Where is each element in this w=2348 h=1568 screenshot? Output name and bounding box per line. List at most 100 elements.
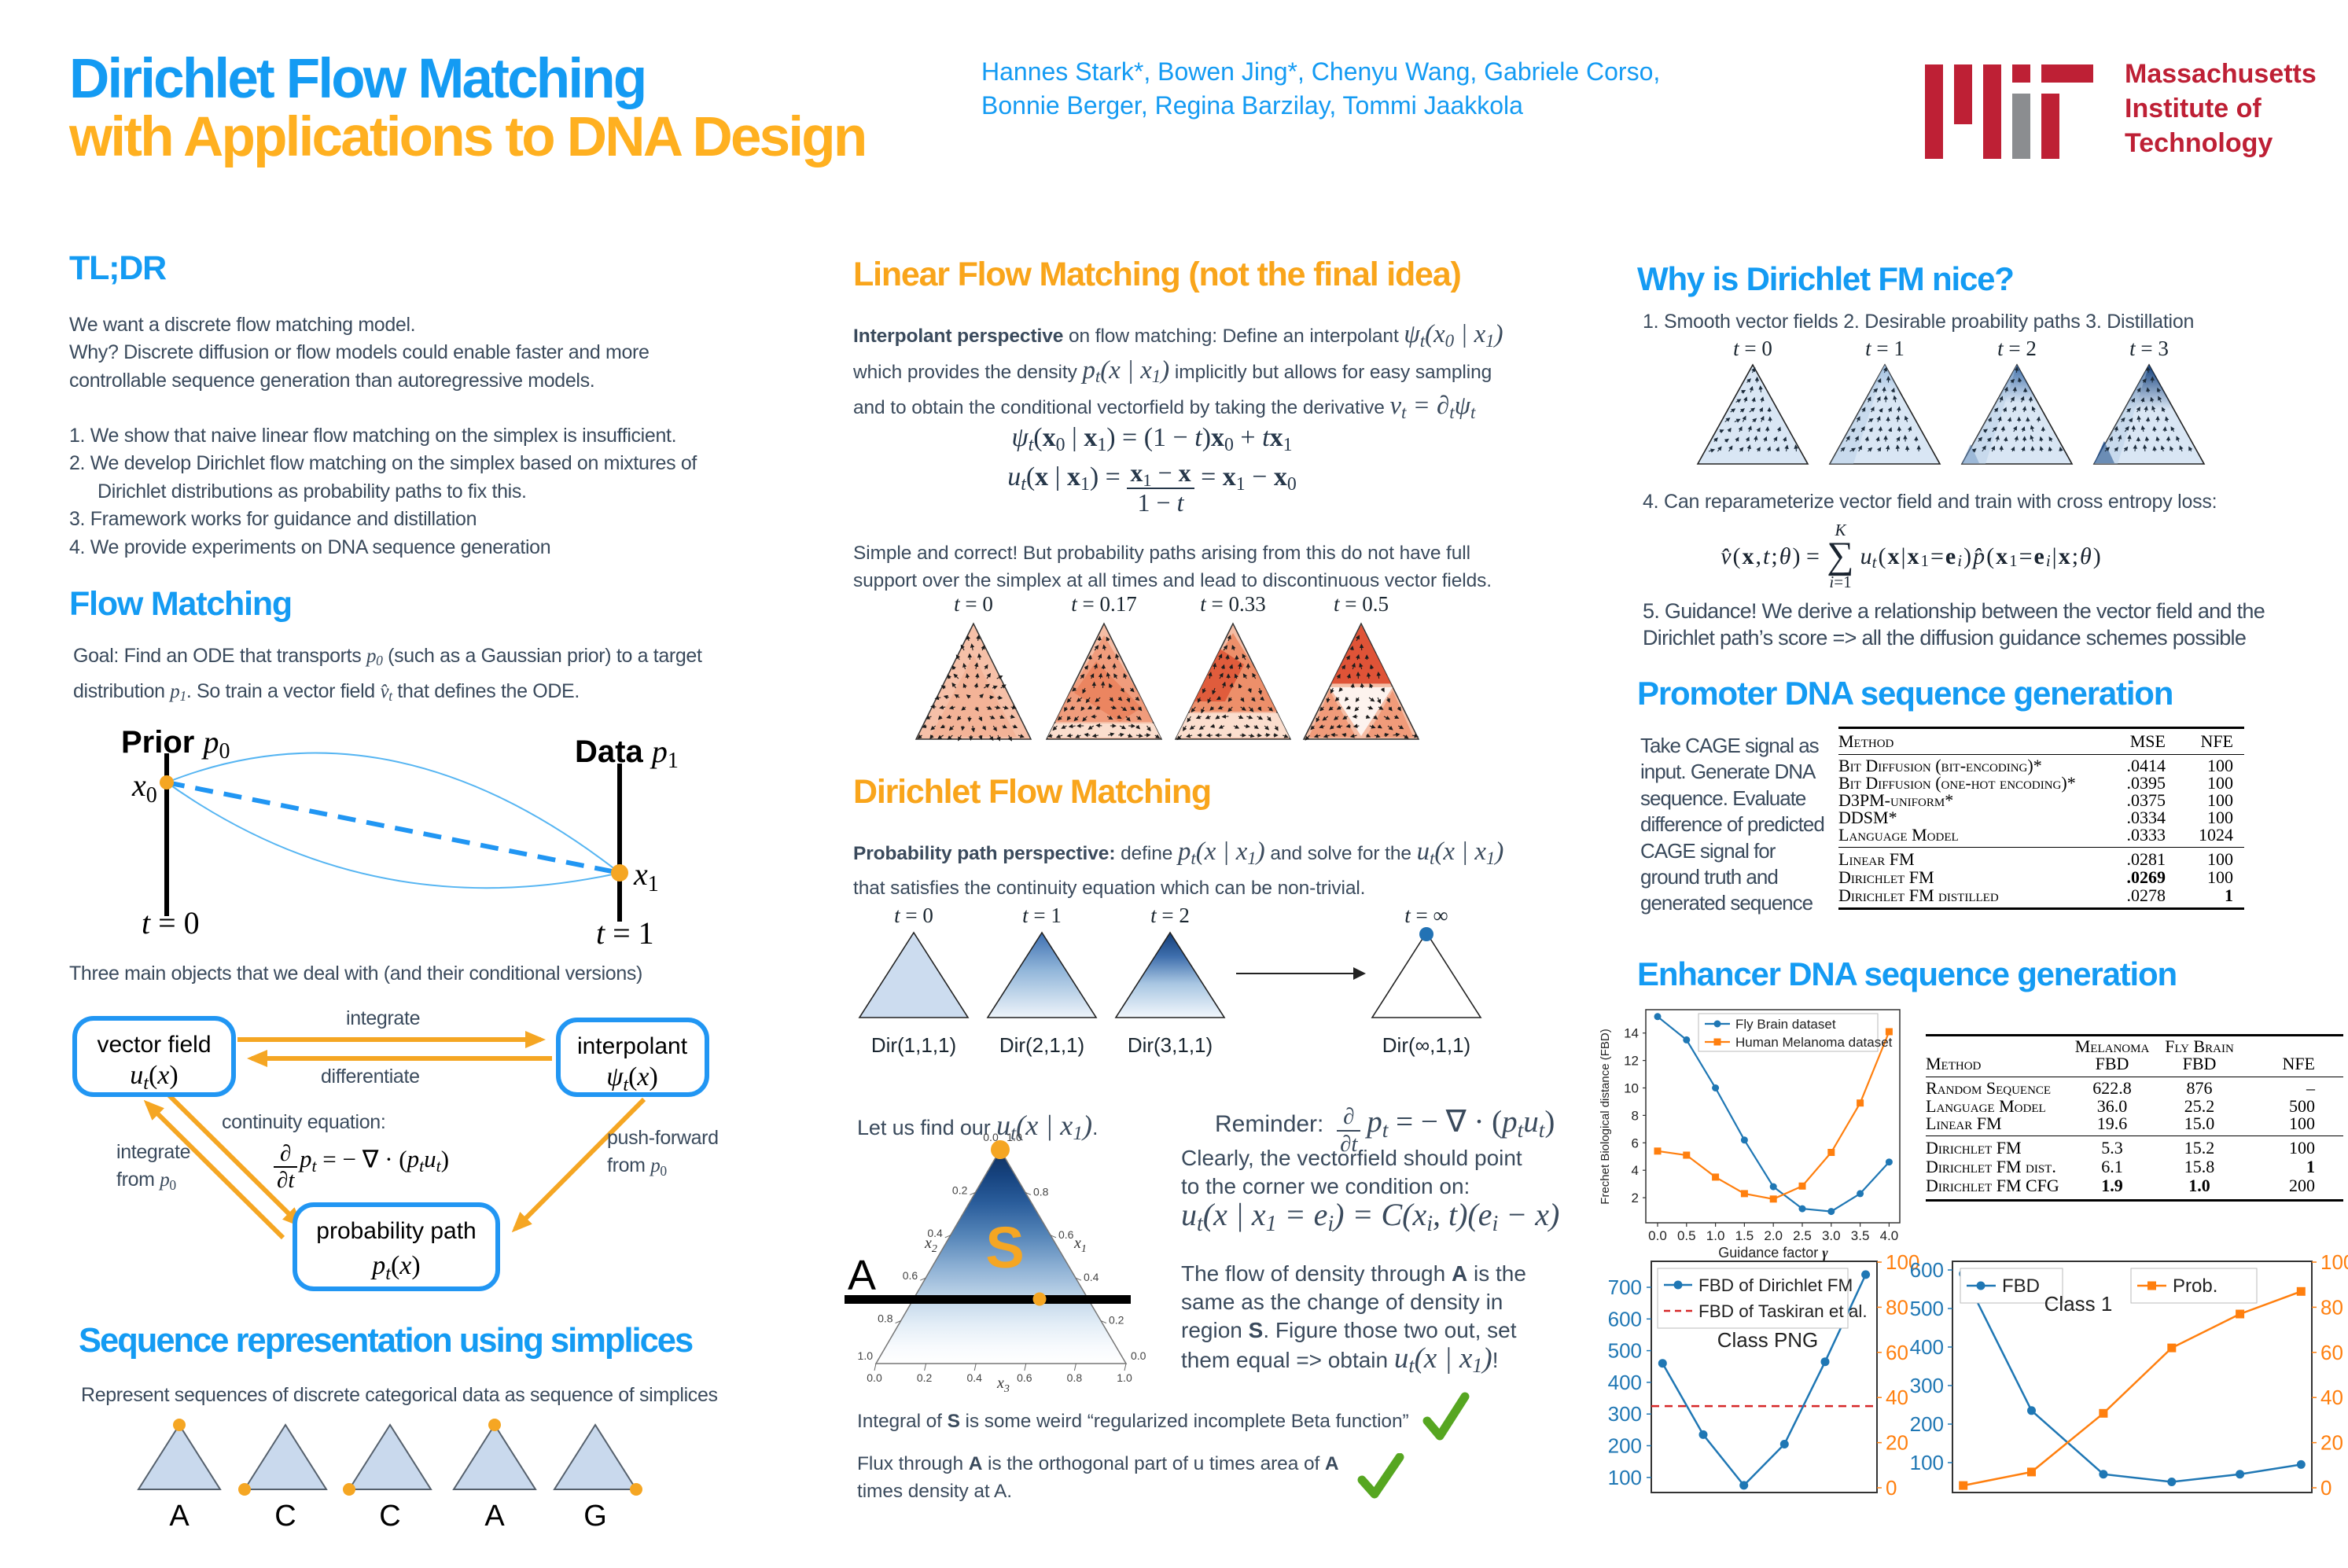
svg-text:1.5: 1.5 xyxy=(1735,1228,1754,1243)
svg-text:Class PNG: Class PNG xyxy=(1717,1328,1819,1352)
svg-text:0: 0 xyxy=(2320,1476,2331,1500)
svg-text:t = 2: t = 2 xyxy=(1997,337,2037,360)
svg-text:0.6: 0.6 xyxy=(903,1269,918,1282)
svg-text:t = 0: t = 0 xyxy=(1733,337,1772,360)
svg-text:0.0: 0.0 xyxy=(867,1371,882,1384)
svg-text:ut(x): ut(x) xyxy=(130,1061,178,1094)
svg-text:3.0: 3.0 xyxy=(1822,1228,1841,1243)
svg-text:FBD of Dirichlet FM: FBD of Dirichlet FM xyxy=(1698,1275,1853,1295)
svg-text:0.8: 0.8 xyxy=(1067,1371,1083,1384)
svg-text:20: 20 xyxy=(2320,1431,2343,1455)
svg-text:C: C xyxy=(379,1500,400,1533)
svg-text:Frechet Biological distance (F: Frechet Biological distance (FBD) xyxy=(1599,1029,1612,1204)
svg-text:t = 1: t = 1 xyxy=(1022,904,1062,927)
svg-text:t = 0.33: t = 0.33 xyxy=(1200,592,1266,616)
svg-text:A: A xyxy=(484,1500,505,1533)
svg-text:2.5: 2.5 xyxy=(1793,1228,1812,1243)
svg-text:0.4: 0.4 xyxy=(966,1371,982,1384)
svg-text:A: A xyxy=(848,1252,876,1299)
svg-text:0.2: 0.2 xyxy=(1109,1314,1124,1327)
svg-text:700: 700 xyxy=(1608,1275,1642,1299)
svg-text:8: 8 xyxy=(1632,1108,1639,1123)
svg-text:100: 100 xyxy=(1608,1466,1642,1489)
svg-text:interpolant: interpolant xyxy=(577,1033,688,1059)
svg-text:4: 4 xyxy=(1632,1163,1639,1178)
svg-text:500: 500 xyxy=(1910,1297,1944,1320)
svg-text:1.0: 1.0 xyxy=(1706,1228,1725,1243)
svg-text:Prob.: Prob. xyxy=(2173,1275,2217,1297)
svg-text:100: 100 xyxy=(1886,1254,1919,1274)
svg-text:600: 600 xyxy=(1608,1307,1642,1331)
svg-text:40: 40 xyxy=(2320,1386,2343,1409)
svg-text:t = 0.17: t = 0.17 xyxy=(1071,592,1137,616)
svg-text:0.8: 0.8 xyxy=(878,1312,893,1325)
svg-text:1.0: 1.0 xyxy=(858,1349,874,1362)
svg-text:4.0: 4.0 xyxy=(1880,1228,1899,1243)
svg-text:G: G xyxy=(583,1500,607,1533)
svg-text:t = 1: t = 1 xyxy=(1865,337,1905,360)
svg-text:t = 3: t = 3 xyxy=(2129,337,2169,360)
svg-text:Dir(1,1,1): Dir(1,1,1) xyxy=(871,1033,956,1057)
svg-text:300: 300 xyxy=(1608,1402,1642,1426)
svg-text:2: 2 xyxy=(1632,1191,1639,1205)
svg-text:Dir(2,1,1): Dir(2,1,1) xyxy=(999,1033,1084,1057)
svg-text:0.0: 0.0 xyxy=(983,1131,999,1143)
svg-text:0.6: 0.6 xyxy=(1017,1371,1032,1384)
svg-text:6: 6 xyxy=(1632,1136,1639,1150)
svg-text:Prior p0: Prior p0 xyxy=(121,724,230,764)
svg-text:0.2: 0.2 xyxy=(952,1183,968,1196)
svg-text:t = 1: t = 1 xyxy=(596,915,654,951)
svg-text:Guidance factor γ: Guidance factor γ xyxy=(1718,1245,1828,1261)
svg-text:0.0: 0.0 xyxy=(1131,1349,1146,1362)
svg-text:100: 100 xyxy=(2320,1254,2348,1274)
svg-text:12: 12 xyxy=(1624,1054,1639,1069)
svg-text:20: 20 xyxy=(1886,1431,1908,1455)
svg-text:x1: x1 xyxy=(1073,1235,1087,1255)
svg-text:x1: x1 xyxy=(633,856,659,896)
svg-text:3.5: 3.5 xyxy=(1851,1228,1870,1243)
svg-text:300: 300 xyxy=(1910,1374,1944,1397)
svg-text:0.4: 0.4 xyxy=(1084,1271,1099,1283)
svg-text:vector field: vector field xyxy=(97,1032,211,1058)
svg-text:t = 2: t = 2 xyxy=(1150,904,1190,927)
svg-text:400: 400 xyxy=(1910,1335,1944,1359)
svg-text:200: 200 xyxy=(1910,1412,1944,1436)
svg-text:pt(x): pt(x) xyxy=(370,1251,420,1284)
svg-text:0.0: 0.0 xyxy=(1648,1228,1667,1243)
svg-text:80: 80 xyxy=(2320,1295,2343,1319)
svg-text:40: 40 xyxy=(1886,1386,1908,1409)
svg-text:Human Melanoma dataset: Human Melanoma dataset xyxy=(1735,1035,1893,1050)
svg-text:t = 0: t = 0 xyxy=(142,905,200,940)
svg-text:S: S xyxy=(985,1215,1024,1280)
svg-text:x0: x0 xyxy=(131,767,157,808)
svg-text:t = 0: t = 0 xyxy=(894,904,933,927)
svg-text:10: 10 xyxy=(1624,1081,1639,1096)
svg-text:FBD: FBD xyxy=(2002,1275,2040,1297)
svg-text:C: C xyxy=(274,1500,296,1533)
svg-text:0.2: 0.2 xyxy=(917,1371,933,1384)
svg-text:Fly Brain dataset: Fly Brain dataset xyxy=(1735,1017,1836,1032)
svg-text:200: 200 xyxy=(1608,1434,1642,1458)
svg-text:60: 60 xyxy=(2320,1341,2343,1364)
svg-text:x3: x3 xyxy=(996,1375,1010,1395)
svg-text:0.8: 0.8 xyxy=(1033,1185,1049,1198)
svg-text:A: A xyxy=(169,1500,190,1533)
svg-text:80: 80 xyxy=(1886,1295,1908,1319)
svg-text:Dir(3,1,1): Dir(3,1,1) xyxy=(1128,1033,1213,1057)
svg-text:0.5: 0.5 xyxy=(1677,1228,1696,1243)
svg-text:t = 0: t = 0 xyxy=(954,592,993,616)
svg-text:14: 14 xyxy=(1624,1026,1639,1041)
svg-text:t = ∞: t = ∞ xyxy=(1404,904,1448,927)
svg-text:0.4: 0.4 xyxy=(927,1227,943,1239)
svg-text:FBD of Taskiran et al.: FBD of Taskiran et al. xyxy=(1698,1301,1868,1321)
svg-text:t = 0.5: t = 0.5 xyxy=(1334,592,1389,616)
svg-text:0: 0 xyxy=(1886,1476,1897,1500)
svg-text:60: 60 xyxy=(1886,1341,1908,1364)
svg-text:600: 600 xyxy=(1910,1258,1944,1282)
svg-text:400: 400 xyxy=(1608,1371,1642,1394)
svg-text:1.0: 1.0 xyxy=(1007,1131,1022,1143)
svg-text:1.0: 1.0 xyxy=(1117,1371,1132,1384)
svg-text:probability path: probability path xyxy=(316,1218,476,1244)
svg-text:Data p1: Data p1 xyxy=(575,734,679,773)
svg-text:500: 500 xyxy=(1608,1339,1642,1363)
